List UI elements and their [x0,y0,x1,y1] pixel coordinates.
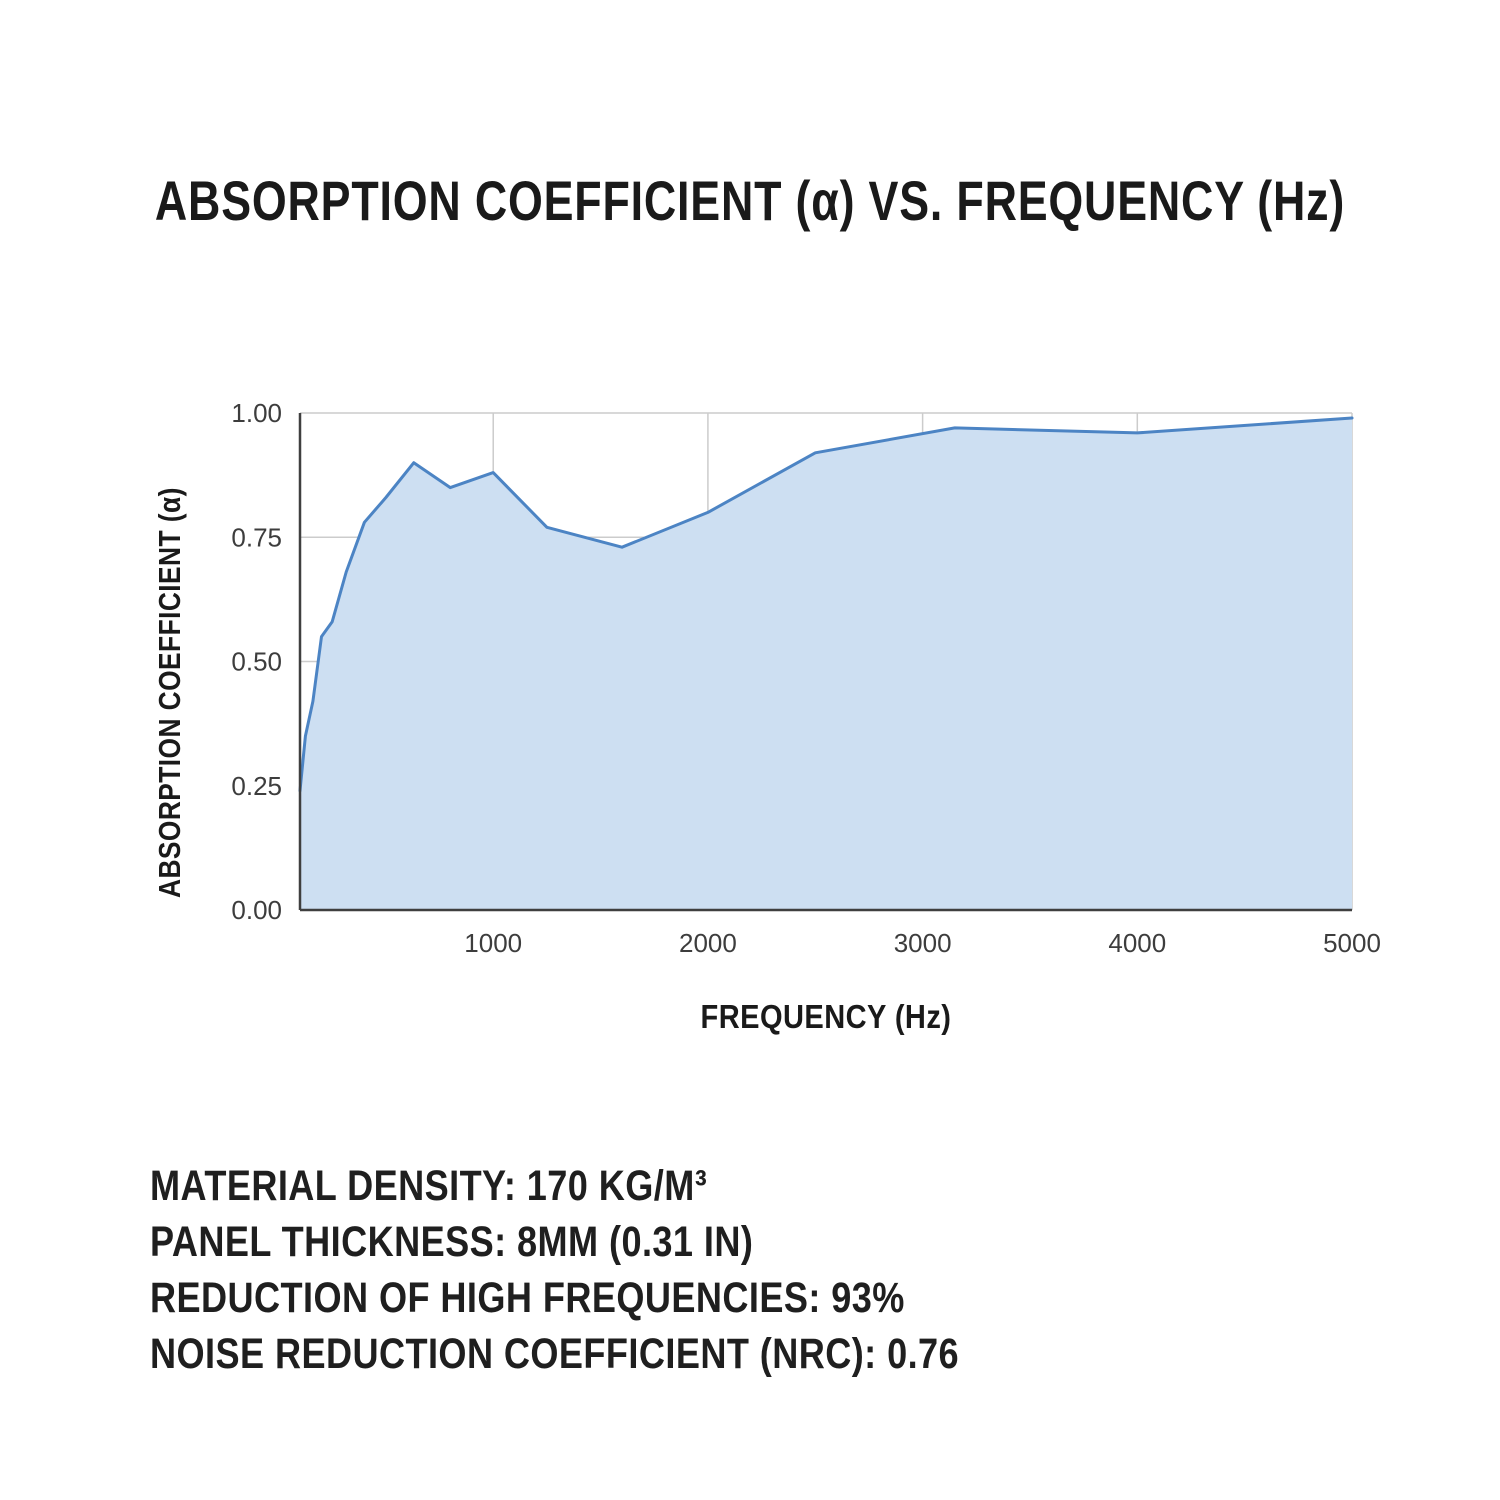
x-tick-label: 3000 [894,928,952,958]
y-tick-label: 0.75 [231,522,282,552]
x-tick-label: 2000 [679,928,737,958]
x-tick-label: 1000 [464,928,522,958]
specs-block: MATERIAL DENSITY: 170 KG/M³ PANEL THICKN… [150,1158,1113,1382]
spec-material-density: MATERIAL DENSITY: 170 KG/M³ [150,1162,708,1210]
spec-nrc: NOISE REDUCTION COEFFICIENT (NRC): 0.76 [150,1330,960,1378]
x-axis-title: FREQUENCY (Hz) [700,998,952,1035]
series-line [298,416,1354,793]
y-tick-label: 0.25 [231,771,282,801]
chart-title: ABSORPTION COEFFICIENT (α) VS. FREQUENCY… [154,169,1346,232]
y-tick-label: 0.50 [231,647,282,677]
y-tick-label: 0.00 [231,895,282,925]
spec-panel-thickness: PANEL THICKNESS: 8MM (0.31 IN) [150,1218,754,1266]
x-tick-label: 5000 [1323,928,1381,958]
y-axis-title: ABSORPTION COEFFICIENT (α) [152,487,187,898]
spec-high-freq-reduction: REDUCTION OF HIGH FREQUENCIES: 93% [150,1274,905,1322]
x-tick-label: 4000 [1108,928,1166,958]
absorption-vs-frequency-chart: 0.00 0.25 0.50 0.75 1.00 1000 2000 3000 4000 5000 [231,398,1381,958]
y-tick-label: 1.00 [231,398,282,428]
series-area [300,418,1352,910]
